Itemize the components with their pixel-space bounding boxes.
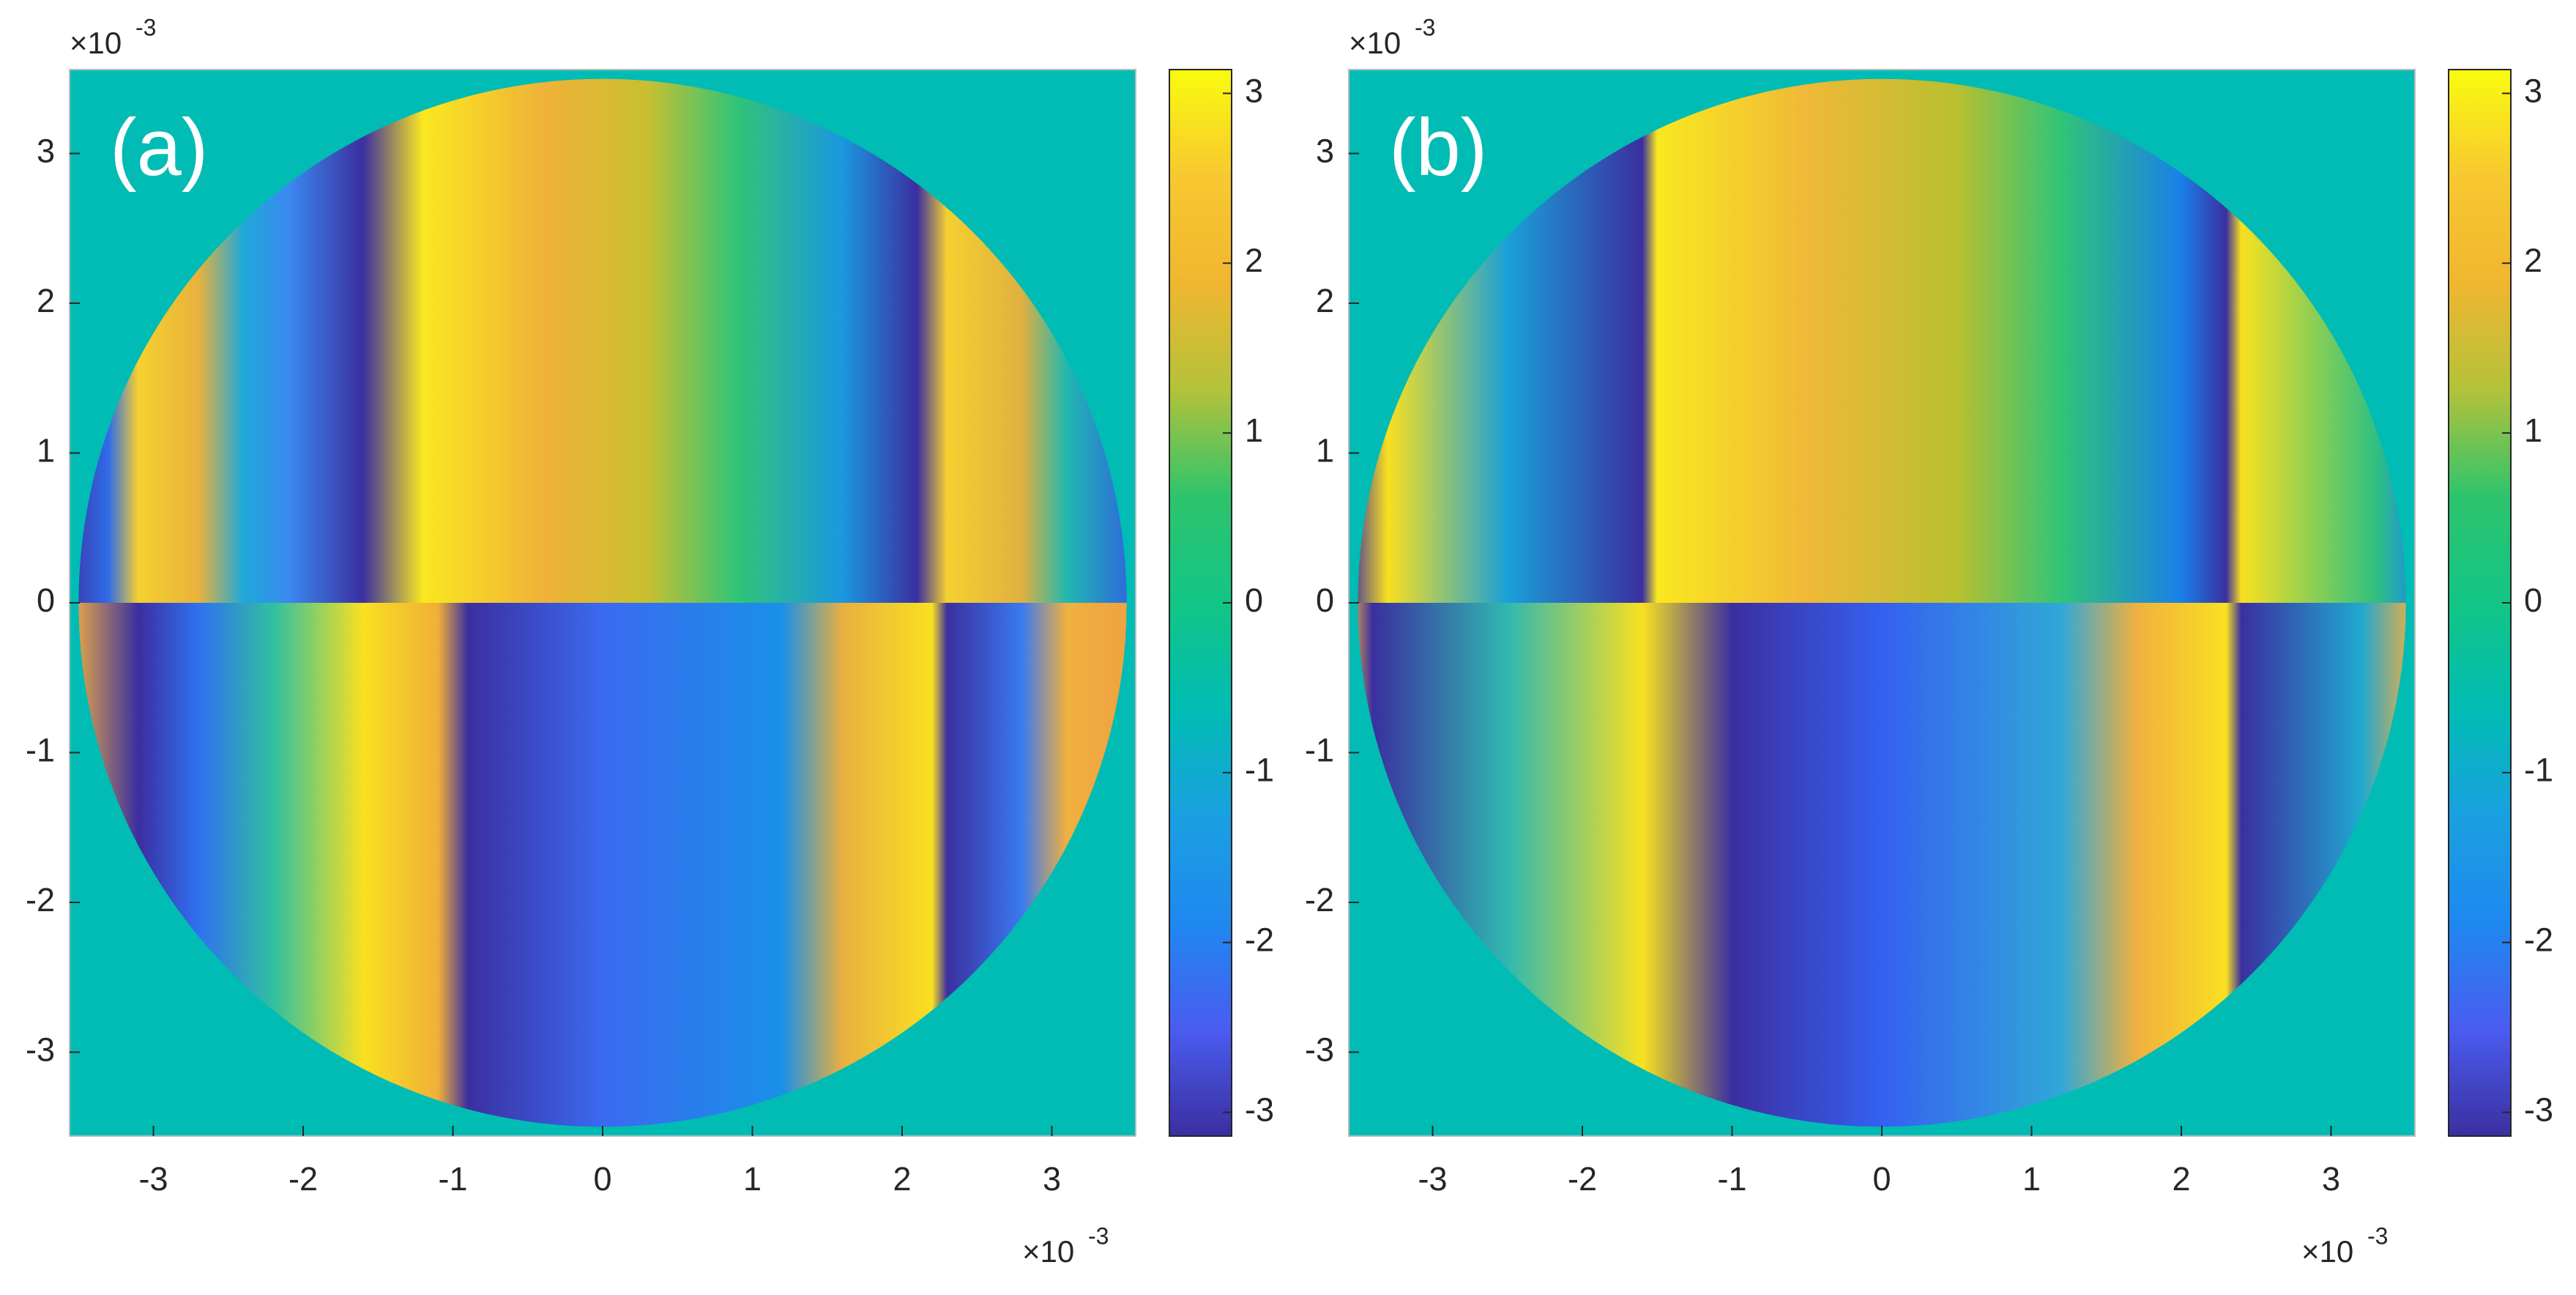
y-tick-label: 3 <box>37 132 55 169</box>
phase-region <box>1358 603 2406 1127</box>
panel-label: (b) <box>1389 103 1487 193</box>
y-tick-label: 1 <box>1316 431 1334 469</box>
colorbar-tick-label: -1 <box>1245 752 1274 789</box>
y-tick-label: 2 <box>1316 282 1334 319</box>
y-scale-power: -3 <box>1415 14 1435 40</box>
axes: (a) -3 -2 -1 0 1 2 3 -3 -2 -1 0 1 2 3 ×10 -3 ×10 -3 -3 -2 -1 0… <box>26 14 1274 1269</box>
phase-region <box>78 78 1127 603</box>
y-tick-label: 1 <box>37 431 55 469</box>
y-scale-power: -3 <box>135 14 156 40</box>
y-tick-label: -2 <box>26 881 55 919</box>
axes: (b) -3 -2 -1 0 1 2 3 -3 -2 -1 0 1 2 3 ×10 -3 ×10 -3 -3 -2 -1 0… <box>1305 14 2553 1269</box>
colorbar-tick-label: 0 <box>1245 582 1263 619</box>
colorbar-tick-label: -1 <box>2524 752 2553 789</box>
x-tick-label: 2 <box>2172 1160 2190 1198</box>
x-tick-label: 0 <box>1872 1160 1891 1198</box>
x-tick-label: -3 <box>1418 1160 1448 1198</box>
y-tick-label: 0 <box>1316 582 1334 619</box>
x-tick-label: 3 <box>2322 1160 2340 1198</box>
colorbar <box>2448 69 2512 1137</box>
x-scale-base: ×10 <box>2301 1234 2353 1269</box>
y-tick-label: -1 <box>1305 731 1334 768</box>
y-scale-base: ×10 <box>1349 26 1401 60</box>
y-tick-label: -3 <box>1305 1031 1334 1068</box>
colorbar-tick-label: 3 <box>1245 72 1263 109</box>
x-tick-label: 1 <box>2022 1160 2041 1198</box>
x-tick-label: -1 <box>1717 1160 1746 1198</box>
x-tick-label: -2 <box>289 1160 318 1198</box>
x-scale-base: ×10 <box>1022 1234 1074 1269</box>
y-tick-label: -3 <box>26 1031 55 1068</box>
panel-label: (a) <box>110 103 208 193</box>
colorbar-tick-label: 2 <box>1245 242 1263 279</box>
colorbar-tick-label: 3 <box>2524 72 2542 109</box>
y-tick-label: 0 <box>37 582 55 619</box>
x-scale-power: -3 <box>2367 1222 2388 1249</box>
x-tick-label: 0 <box>593 1160 611 1198</box>
colorbar-tick-label: 1 <box>2524 412 2542 449</box>
x-tick-label: 1 <box>743 1160 762 1198</box>
x-tick-label: 2 <box>893 1160 911 1198</box>
phase-region <box>1358 78 2406 603</box>
y-tick-label: 3 <box>1316 132 1334 169</box>
x-tick-label: -3 <box>139 1160 168 1198</box>
x-tick-label: 3 <box>1043 1160 1061 1198</box>
colorbar <box>1169 69 1232 1137</box>
colorbar-tick-label: 1 <box>1245 412 1263 449</box>
y-tick-label: -1 <box>26 731 55 768</box>
colorbar-tick-label: -3 <box>1245 1091 1274 1128</box>
colorbar-tick-label: -3 <box>2524 1091 2553 1128</box>
colorbar-tick-label: -2 <box>2524 921 2553 959</box>
x-tick-label: -2 <box>1568 1160 1597 1198</box>
colorbar-tick-label: 2 <box>2524 242 2542 279</box>
x-tick-label: -1 <box>438 1160 467 1198</box>
y-scale-base: ×10 <box>70 26 122 60</box>
x-scale-power: -3 <box>1088 1222 1109 1249</box>
phase-region <box>78 603 1127 1127</box>
colorbar-tick-label: -2 <box>1245 921 1274 959</box>
y-tick-label: -2 <box>1305 881 1334 919</box>
y-tick-label: 2 <box>37 282 55 319</box>
colorbar-tick-label: 0 <box>2524 582 2542 619</box>
